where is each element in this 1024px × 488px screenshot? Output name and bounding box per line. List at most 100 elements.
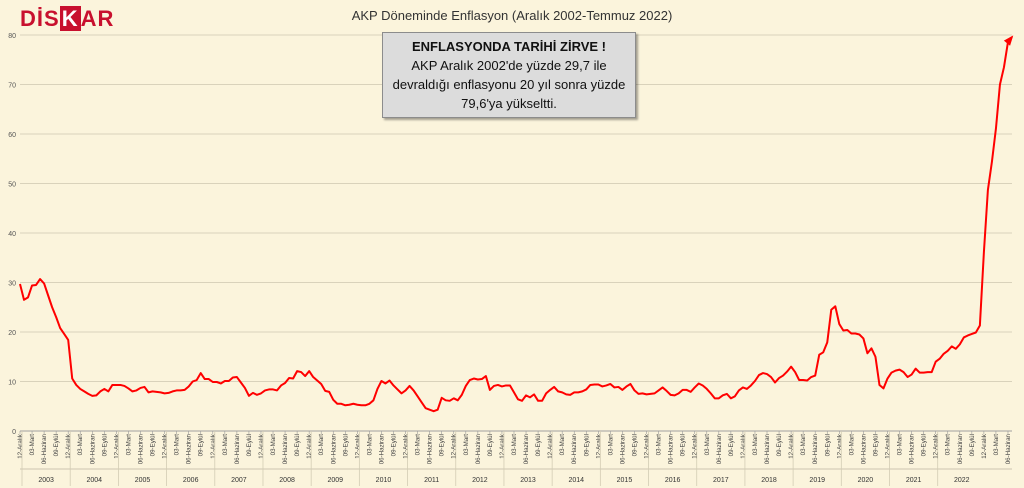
x-tick-label: 06-Haziran [186,433,193,464]
year-label-2022: 2022 [954,477,970,484]
year-label-2017: 2017 [713,477,729,484]
x-tick-label: 03-Mart [704,434,711,456]
x-tick-label: 09-Eylül [150,434,157,456]
x-tick-label: 06-Haziran [427,433,434,464]
diskar-logo: DİSKAR [20,6,114,32]
x-tick-label: 03-Mart [77,434,84,456]
x-tick-label: 03-Mart [511,434,518,456]
year-label-2009: 2009 [327,477,343,484]
x-tick-label: 12-Aralık [113,433,120,459]
x-tick-label: 12-Aralık [451,433,458,459]
x-tick-label: 12-Aralık [884,433,891,459]
x-tick-label: 06-Haziran [137,433,144,464]
x-tick-label: 06-Haziran [909,433,916,464]
x-tick-label: 06-Haziran [89,433,96,464]
x-tick-label: 09-Eylül [535,434,542,456]
x-tick-label: 09-Eylül [101,434,108,456]
x-tick-label: 09-Eylül [391,434,398,456]
year-label-2020: 2020 [858,477,874,484]
x-tick-label: 09-Eylül [969,434,976,456]
year-label-2019: 2019 [809,477,825,484]
y-tick-label-60: 60 [8,132,16,139]
x-tick-label: 12-Aralık [354,433,361,459]
x-tick-label: 03-Mart [945,434,952,456]
x-tick-label: 12-Aralık [836,433,843,459]
x-tick-label: 09-Eylül [824,434,831,456]
series-end-arrow [1003,35,1014,46]
y-tick-label-40: 40 [8,231,16,238]
x-tick-label: 03-Mart [607,434,614,456]
x-tick-label: 12-Aralık [692,433,699,459]
year-label-2011: 2011 [424,477,439,484]
annotation-headline: ENFLASYONDA TARİHİ ZİRVE ! [411,39,607,54]
x-tick-label: 06-Haziran [1005,433,1012,464]
chart-title: AKP Döneminde Enflasyon (Aralık 2002-Tem… [351,8,673,23]
x-tick-label: 12-Aralık [17,433,24,459]
x-tick-label: 12-Aralık [162,433,169,459]
x-tick-label: 09-Eylül [728,434,735,456]
x-tick-label: 06-Haziran [41,433,48,464]
x-tick-label: 03-Mart [848,434,855,456]
x-tick-label: 06-Haziran [475,433,482,464]
x-tick-label: 03-Mart [656,434,663,456]
x-tick-label: 03-Mart [993,434,1000,456]
x-tick-label: 12-Aralık [595,433,602,459]
x-tick-label: 09-Eylül [198,434,205,456]
x-tick-label: 09-Eylül [53,434,60,456]
y-tick-label-10: 10 [8,380,16,387]
x-tick-label: 06-Haziran [812,433,819,464]
x-tick-label: 06-Haziran [378,433,385,464]
x-tick-label: 03-Mart [415,434,422,456]
x-tick-label: 06-Haziran [234,433,241,464]
x-tick-label: 06-Haziran [716,433,723,464]
x-tick-label: 06-Haziran [668,433,675,464]
x-tick-label: 06-Haziran [957,433,964,464]
x-tick-label: 06-Haziran [860,433,867,464]
year-label-2003: 2003 [38,477,54,484]
x-tick-label: 03-Mart [897,434,904,456]
logo-text-a: DİS [20,6,60,31]
x-tick-label: 03-Mart [174,434,181,456]
y-tick-label-50: 50 [8,182,16,189]
x-tick-label: 12-Aralık [740,433,747,459]
logo-text-k: K [59,6,81,31]
x-tick-label: 03-Mart [318,434,325,456]
x-tick-label: 12-Aralık [933,433,940,459]
year-label-2014: 2014 [568,477,584,484]
x-tick-label: 03-Mart [800,434,807,456]
x-tick-label: 12-Aralık [65,433,72,459]
x-tick-label: 09-Eylül [246,434,253,456]
x-tick-label: 06-Haziran [571,433,578,464]
x-tick-label: 12-Aralık [788,433,795,459]
y-tick-label-0: 0 [12,429,16,436]
x-tick-label: 03-Mart [29,434,36,456]
year-label-2008: 2008 [279,477,295,484]
x-tick-label: 03-Mart [270,434,277,456]
x-tick-label: 09-Eylül [921,434,928,456]
x-tick-label: 06-Haziran [282,433,289,464]
x-tick-label: 12-Aralık [547,433,554,459]
x-tick-label: 06-Haziran [619,433,626,464]
x-tick-label: 09-Eylül [583,434,590,456]
annotation-body: AKP Aralık 2002'de yüzde 29,7 ile devral… [392,58,626,111]
x-tick-label: 03-Mart [222,434,229,456]
x-tick-label: 09-Eylül [680,434,687,456]
year-label-2005: 2005 [135,477,151,484]
x-tick-label: 12-Aralık [258,433,265,459]
year-label-2012: 2012 [472,477,488,484]
year-label-2013: 2013 [520,477,536,484]
x-tick-label: 09-Eylül [294,434,301,456]
x-tick-label: 03-Mart [366,434,373,456]
x-tick-label: 09-Eylül [776,434,783,456]
year-label-2010: 2010 [376,477,392,484]
year-label-2006: 2006 [183,477,199,484]
y-tick-label-20: 20 [8,330,16,337]
x-tick-label: 09-Eylül [439,434,446,456]
x-tick-label: 03-Mart [125,434,132,456]
x-tick-label: 12-Aralık [403,433,410,459]
x-tick-label: 12-Aralık [499,433,506,459]
y-tick-label-70: 70 [8,83,16,90]
x-tick-label: 12-Aralık [210,433,217,459]
annotation-box: ENFLASYONDA TARİHİ ZİRVE ! AKP Aralık 20… [382,32,636,118]
y-tick-label-80: 80 [8,33,16,40]
